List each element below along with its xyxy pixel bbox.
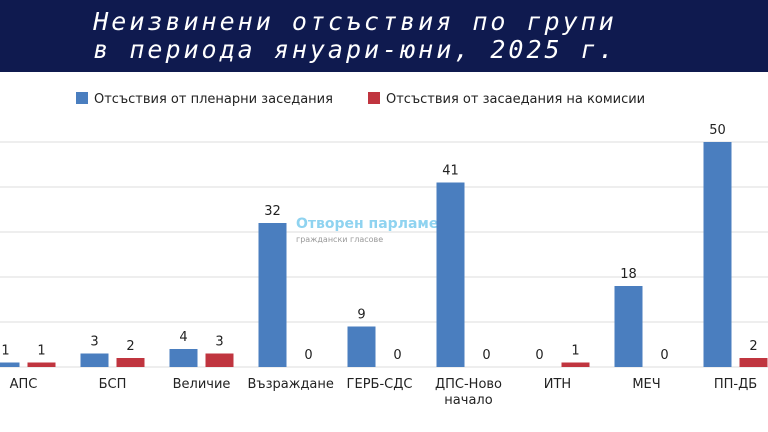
bar: [436, 182, 465, 367]
legend-label: Отсъствия от засаедания на комисии: [386, 92, 645, 107]
legend-label: Отсъствия от пленарни заседания: [94, 92, 333, 107]
data-label: 18: [620, 267, 637, 282]
bar: [614, 286, 643, 367]
data-label: 0: [482, 348, 490, 363]
data-label: 0: [535, 348, 543, 363]
data-label: 1: [571, 344, 579, 359]
bar: [0, 362, 20, 367]
x-tick-label: МЕЧ: [632, 377, 661, 392]
bar: [703, 142, 732, 367]
data-label: 2: [126, 339, 134, 354]
bar: [27, 362, 56, 367]
data-label: 50: [709, 123, 726, 138]
chart-title: Неизвинени отсъствия по групи: [93, 7, 617, 36]
legend-swatch: [368, 92, 380, 104]
bar: [258, 223, 287, 367]
data-label: 0: [660, 348, 668, 363]
title-banner: Неизвинени отсъствия по групи в периода …: [0, 0, 768, 72]
data-label: 9: [357, 308, 365, 323]
data-label: 0: [393, 348, 401, 363]
data-label: 3: [215, 335, 223, 350]
watermark: Отворен парламент: [296, 216, 457, 232]
bar: [561, 362, 590, 367]
data-label: 4: [179, 330, 187, 345]
legend-swatch: [76, 92, 88, 104]
x-tick-label: АПС: [9, 377, 38, 392]
bar: [80, 353, 109, 367]
data-label: 41: [442, 164, 459, 179]
bar: [116, 358, 145, 367]
x-tick-label: ДПС-Ново начало: [434, 377, 503, 408]
chart-title: в периода януари-юни, 2025 г.: [93, 35, 617, 64]
bar: [205, 353, 234, 367]
x-tick-label: Възраждане: [247, 377, 334, 392]
data-label: 1: [1, 344, 9, 359]
bar: [347, 326, 376, 367]
watermark: граждански гласове: [296, 235, 383, 244]
bar: [739, 358, 768, 367]
data-label: 32: [264, 204, 281, 219]
bar: [169, 349, 198, 367]
data-label: 2: [749, 339, 757, 354]
x-tick-label: Величие: [172, 377, 231, 392]
x-tick-label: ПП-ДБ: [713, 377, 758, 392]
data-label: 0: [304, 348, 312, 363]
x-tick-label: ГЕРБ-СДС: [346, 377, 413, 392]
data-label: 3: [90, 335, 98, 350]
x-tick-label: БСП: [98, 377, 127, 392]
data-label: 1: [37, 344, 45, 359]
x-tick-label: ИТН: [543, 377, 572, 392]
